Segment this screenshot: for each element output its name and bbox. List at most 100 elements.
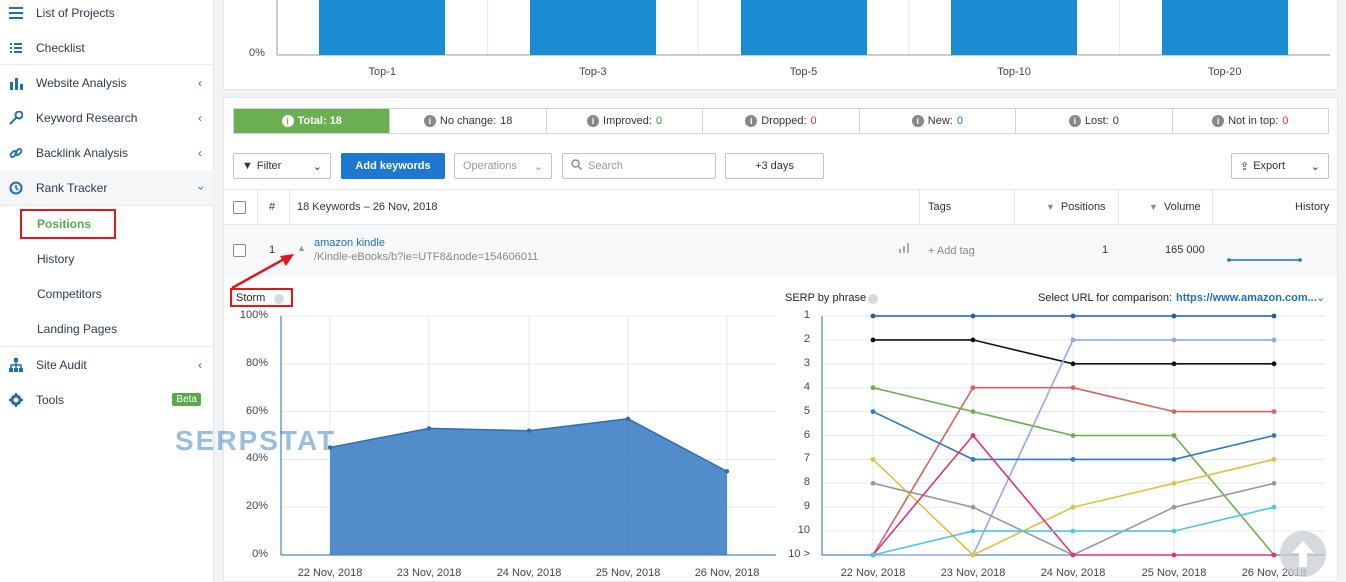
- sort-icon: ▼: [1046, 202, 1055, 212]
- series-point: [1171, 528, 1177, 534]
- column-header-volume[interactable]: ▼ Volume: [1149, 190, 1201, 224]
- series-point: [1070, 337, 1076, 343]
- sidebar-item-label: Tools: [36, 392, 65, 407]
- storm-area: [330, 418, 727, 555]
- chevron-left-icon: ‹: [198, 75, 202, 90]
- compare-url-select[interactable]: https://www.amazon.com...: [1176, 292, 1317, 304]
- link-icon: [8, 145, 24, 161]
- y-tick-label: 1: [803, 309, 810, 321]
- sidebar-item-website-analysis[interactable]: Website Analysis ‹: [0, 65, 214, 100]
- watermark-logo: SERPSTAT: [175, 425, 337, 456]
- column-header-positions[interactable]: ▼ Positions: [1046, 190, 1106, 224]
- chevron-left-icon: ‹: [198, 357, 202, 372]
- sidebar-divider: [0, 205, 214, 206]
- row-checkbox[interactable]: [233, 244, 246, 257]
- sidebar-subitem-competitors[interactable]: Competitors: [0, 276, 214, 311]
- x-tick-label: 22 Nov, 2018: [297, 567, 363, 579]
- y-tick-label: 60%: [245, 404, 268, 417]
- sidebar-item-label: Keyword Research: [36, 110, 138, 125]
- stat-no-change[interactable]: i No change: 18: [389, 109, 545, 133]
- x-tick-label: Top-20: [1207, 66, 1242, 78]
- serp-title: SERP by phrase: [785, 292, 867, 304]
- column-header-tags: Tags: [928, 201, 952, 213]
- operations-dropdown[interactable]: Operations ⌄: [454, 153, 552, 179]
- stat-label: New:: [927, 115, 953, 127]
- stat-lost[interactable]: i Lost: 0: [1015, 109, 1171, 133]
- sidebar-item-tools[interactable]: Tools Beta: [0, 382, 214, 417]
- sidebar-subitem-history[interactable]: History: [0, 241, 214, 276]
- chevron-down-icon[interactable]: ⌄: [1316, 292, 1326, 304]
- sidebar-item-site-audit[interactable]: Site Audit ‹: [0, 347, 214, 382]
- sidebar-item-label: Website Analysis: [36, 75, 127, 90]
- series-point: [970, 313, 976, 319]
- export-dropdown[interactable]: ⇪ Export ⌄: [1231, 153, 1329, 179]
- stat-dropped[interactable]: i Dropped: 0: [702, 109, 858, 133]
- series-point: [870, 457, 876, 462]
- sidebar-item-label: List of Projects: [36, 5, 115, 20]
- sidebar: List of Projects Checklist Website Analy…: [0, 0, 214, 582]
- y-tick-label: 5: [803, 404, 810, 417]
- storm-point: [724, 469, 730, 474]
- sidebar-item-checklist[interactable]: Checklist: [0, 30, 214, 65]
- plus-3-days-button[interactable]: +3 days: [725, 153, 824, 179]
- sidebar-item-backlink-analysis[interactable]: Backlink Analysis ‹: [0, 135, 214, 170]
- sort-icon: ▼: [1149, 202, 1158, 212]
- stat-total[interactable]: i Total: 18: [234, 109, 390, 133]
- search-input[interactable]: Search: [562, 153, 716, 179]
- y-tick-label: 10 >: [788, 548, 810, 560]
- sidebar-subitem-positions[interactable]: Positions: [0, 206, 214, 241]
- sidebar-subitem-label: Competitors: [37, 286, 102, 301]
- analytics-icon: [8, 75, 24, 91]
- filter-dropdown[interactable]: ▼ Filter ⌄: [233, 153, 331, 179]
- y-tick-label: 9: [803, 500, 810, 513]
- series-point: [970, 457, 976, 462]
- sidebar-item-keyword-research[interactable]: Keyword Research ‹: [0, 100, 214, 135]
- bar: [951, 0, 1078, 55]
- stat-label: Not in top:: [1228, 115, 1279, 127]
- top-positions-chart: 0% Top-1 Top-3 Top-5 Top-10 Top-20: [223, 0, 1338, 90]
- series-point: [970, 385, 976, 391]
- keyword-link[interactable]: amazon kindle: [314, 237, 385, 249]
- y-tick-label: 10: [797, 524, 810, 537]
- series-point: [1070, 528, 1076, 534]
- sidebar-divider: [0, 346, 214, 347]
- column-header-label: Volume: [1163, 201, 1201, 213]
- storm-point: [426, 426, 432, 431]
- sidebar-item-rank-tracker[interactable]: Rank Tracker ‹: [0, 170, 214, 205]
- export-label: Export: [1253, 160, 1286, 172]
- series-point: [1171, 337, 1177, 343]
- scroll-to-top-button[interactable]: [1280, 531, 1326, 577]
- stat-improved[interactable]: i Improved: 0: [545, 109, 702, 133]
- bar-chart-icon[interactable]: [899, 243, 909, 256]
- storm-point: [327, 445, 333, 450]
- series-point: [870, 313, 876, 319]
- sidebar-subitem-landing-pages[interactable]: Landing Pages: [0, 311, 214, 346]
- info-icon: i: [1068, 115, 1081, 127]
- y-tick-label: 0%: [252, 548, 268, 560]
- stat-label: No change:: [439, 115, 497, 127]
- add-keywords-button[interactable]: Add keywords: [341, 153, 445, 179]
- select-all-checkbox[interactable]: [233, 190, 246, 224]
- bar: [1161, 0, 1288, 55]
- add-tag-link[interactable]: + Add tag: [928, 245, 975, 257]
- row-number: 1: [269, 244, 276, 256]
- series-point: [970, 504, 976, 510]
- series-point: [970, 528, 976, 534]
- stat-value: 0: [1282, 115, 1289, 127]
- info-icon: [868, 294, 878, 304]
- collapse-arrow-icon[interactable]: ▲: [297, 243, 306, 253]
- y-tick-label: 7: [803, 452, 810, 465]
- y-tick-label: 80%: [245, 356, 268, 369]
- info-icon: i: [745, 115, 758, 127]
- storm-point: [526, 428, 532, 433]
- series-point: [1070, 313, 1076, 319]
- stat-new[interactable]: i New: 0: [858, 109, 1015, 133]
- x-tick-label: 22 Nov, 2018: [840, 567, 906, 579]
- bar: [740, 0, 867, 55]
- stat-not-in-top[interactable]: i Not in top: 0: [1171, 109, 1328, 133]
- table-row: 1 ▲ amazon kindle /Kindle-eBooks/b?ie=UT…: [224, 225, 1337, 277]
- sidebar-item-list-of-projects[interactable]: List of Projects: [0, 0, 214, 30]
- info-icon: i: [587, 115, 600, 127]
